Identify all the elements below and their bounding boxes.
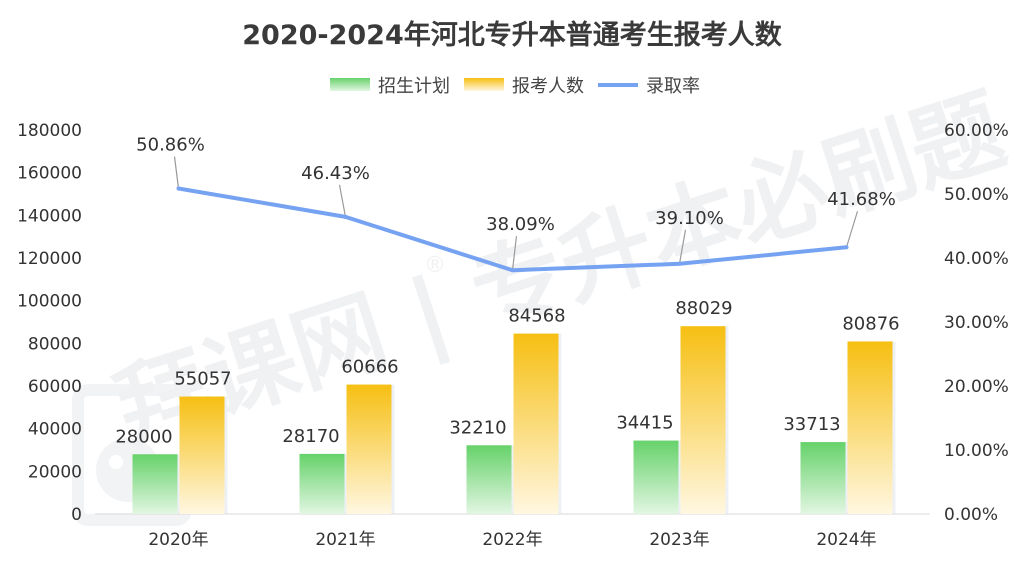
legend-label-1: 招生计划 (378, 76, 450, 97)
line-leader-2 (511, 236, 518, 271)
y-right-tick-2: 20.00% (944, 377, 1009, 397)
line-label-4: 41.68% (827, 189, 896, 210)
chart-title: 2020-2024年河北专升本普通考生报考人数 (242, 19, 782, 51)
y-left-tick-9: 180000 (17, 121, 82, 141)
y-left-tick-4: 80000 (28, 334, 82, 354)
bar-label-2-1: 60666 (341, 357, 398, 378)
bar-label-1-4: 33713 (783, 414, 840, 435)
y-axis-left: 0 20000 40000 60000 80000 100000 120000 140000 1… (17, 121, 82, 525)
data-labels: 28000 55057 28170 60666 32210 84568 34415 88029… (115, 134, 899, 447)
watermark-registered-mark: ® (424, 253, 446, 278)
legend-label-2: 报考人数 (512, 76, 584, 97)
bar-1-0 (132, 454, 178, 514)
bar-2-0 (179, 396, 225, 514)
bar-label-1-1: 28170 (282, 426, 339, 447)
y-left-tick-3: 60000 (28, 377, 82, 397)
bar-2-1 (346, 384, 392, 514)
line-label-3: 39.10% (655, 208, 724, 229)
y-left-tick-0: 0 (71, 505, 82, 525)
y-left-tick-7: 140000 (17, 206, 82, 226)
y-left-tick-5: 100000 (17, 292, 82, 312)
y-left-tick-8: 160000 (17, 164, 82, 184)
y-left-tick-2: 40000 (28, 420, 82, 440)
bar-label-2-3: 88029 (675, 298, 732, 319)
y-right-tick-0: 0.00% (944, 505, 998, 525)
line-point-4 (844, 245, 849, 250)
x-tick-0: 2020年 (148, 530, 208, 550)
line-leader-3 (678, 229, 687, 264)
y-axis-right: 0.00% 10.00% 20.00% 30.00% 40.00% 50.00% 60.00… (944, 121, 1009, 525)
bar-label-1-2: 32210 (449, 417, 506, 438)
line-leader-1 (338, 184, 347, 217)
line-point-2 (510, 268, 515, 273)
line-label-1: 46.43% (301, 163, 370, 184)
line-point-3 (677, 261, 682, 266)
x-tick-2: 2022年 (482, 530, 542, 550)
bar-1-1 (299, 453, 345, 514)
y-right-tick-5: 50.00% (944, 185, 1009, 205)
bar-label-2-0: 55057 (174, 369, 231, 390)
y-right-tick-6: 60.00% (944, 121, 1009, 141)
line-point-0 (176, 186, 181, 191)
bar-2-3 (680, 326, 726, 514)
line-leader-4 (845, 211, 859, 248)
y-right-tick-3: 30.00% (944, 313, 1009, 333)
bar-series (132, 326, 896, 514)
x-tick-4: 2024年 (816, 530, 876, 550)
line-point-1 (343, 214, 348, 219)
y-right-tick-4: 40.00% (944, 249, 1009, 269)
line-label-2: 38.09% (486, 214, 555, 235)
x-axis: 2020年 2021年 2022年 2023年 2024年 (95, 513, 930, 550)
line-leader-0 (173, 156, 180, 189)
bar-1-2 (466, 445, 512, 514)
y-left-tick-1: 20000 (28, 462, 82, 482)
bar-1-4 (800, 442, 846, 514)
x-tick-1: 2021年 (315, 530, 375, 550)
legend-swatch-1 (330, 78, 370, 91)
bar-label-1-0: 28000 (115, 426, 172, 447)
line-label-0: 50.86% (136, 134, 205, 155)
bar-label-2-4: 80876 (842, 313, 899, 334)
y-right-tick-1: 10.00% (944, 441, 1009, 461)
legend: 招生计划 报考人数 录取率 (330, 76, 700, 97)
bar-2-4 (847, 341, 893, 514)
bar-2-2 (513, 333, 559, 514)
x-tick-3: 2023年 (649, 530, 709, 550)
line-series (173, 156, 859, 273)
y-left-tick-6: 120000 (17, 249, 82, 269)
bar-1-3 (633, 440, 679, 514)
bar-label-2-2: 84568 (508, 306, 565, 327)
legend-swatch-2 (464, 78, 504, 91)
bar-label-1-3: 34415 (616, 413, 673, 434)
legend-label-3: 录取率 (646, 76, 700, 97)
